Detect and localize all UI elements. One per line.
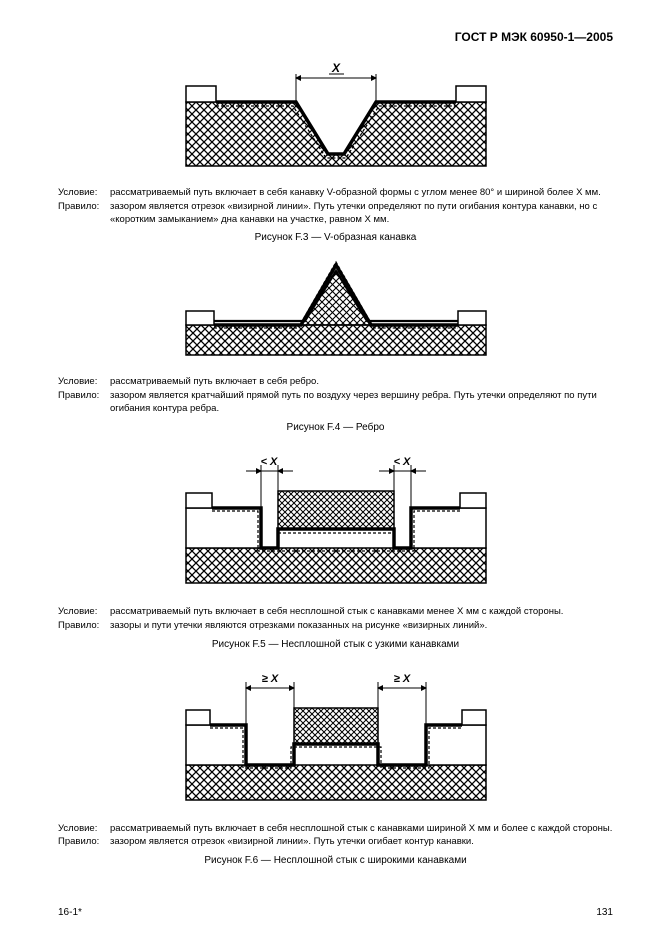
condition-label: Условие:: [58, 606, 110, 619]
fig5-condition-row: Условие: рассматриваемый путь включает в…: [58, 606, 613, 619]
fig4-condition-text: рассматриваемый путь включает в себя реб…: [110, 376, 613, 389]
doc-header: ГОСТ Р МЭК 60950-1—2005: [58, 30, 613, 44]
fig3-rule-text: зазором является отрезок «визирной линии…: [110, 201, 613, 227]
figure-f4: Условие: рассматриваемый путь включает в…: [58, 253, 613, 432]
fig3-condition-row: Условие: рассматриваемый путь включает в…: [58, 187, 613, 200]
figure-f5-svg: < X < X: [156, 443, 516, 593]
fig5-rule-row: Правило: зазоры и пути утечки являются о…: [58, 620, 613, 633]
fig4-rule-row: Правило: зазором является кратчайший пря…: [58, 390, 613, 416]
fig4-condition-row: Условие: рассматриваемый путь включает в…: [58, 376, 613, 389]
fig5-dim-right: < X: [393, 456, 410, 468]
condition-label: Условие:: [58, 376, 110, 389]
figure-f3: X Условие: рассматриваемый путь включает…: [58, 54, 613, 243]
figure-f5: < X < X Условие: рассматриваемый путь вк…: [58, 443, 613, 650]
fig6-rule-text: зазором является отрезок «визирной линии…: [110, 836, 613, 849]
rule-label: Правило:: [58, 836, 110, 849]
fig4-caption: Рисунок F.4 — Ребро: [58, 422, 613, 433]
fig5-dim-left: < X: [260, 456, 277, 468]
fig6-caption: Рисунок F.6 — Несплошной стык с широкими…: [58, 855, 613, 866]
condition-label: Условие:: [58, 187, 110, 200]
fig3-condition-text: рассматриваемый путь включает в себя кан…: [110, 187, 613, 200]
rule-label: Правило:: [58, 201, 110, 227]
footer-left: 16-1*: [58, 907, 82, 918]
figure-f3-svg: X: [156, 54, 516, 174]
fig6-dim-left: ≥ X: [261, 673, 278, 685]
fig6-condition-text: рассматриваемый путь включает в себя нес…: [110, 823, 613, 836]
fig3-caption: Рисунок F.3 — V-образная канавка: [58, 232, 613, 243]
condition-label: Условие:: [58, 823, 110, 836]
fig5-caption: Рисунок F.5 — Несплошной стык с узкими к…: [58, 639, 613, 650]
fig5-rule-text: зазоры и пути утечки являются отрезками …: [110, 620, 613, 633]
fig6-rule-row: Правило: зазором является отрезок «визир…: [58, 836, 613, 849]
figure-f6-svg: ≥ X ≥ X: [156, 660, 516, 810]
rule-label: Правило:: [58, 390, 110, 416]
figure-f6: ≥ X ≥ X Условие: рассматриваемый путь вк…: [58, 660, 613, 867]
page-number: 131: [596, 907, 613, 918]
fig3-rule-row: Правило: зазором является отрезок «визир…: [58, 201, 613, 227]
fig4-rule-text: зазором является кратчайший прямой путь …: [110, 390, 613, 416]
fig3-dim-label: X: [330, 61, 340, 75]
fig6-dim-right: ≥ X: [393, 673, 410, 685]
fig5-condition-text: рассматриваемый путь включает в себя нес…: [110, 606, 613, 619]
fig6-condition-row: Условие: рассматриваемый путь включает в…: [58, 823, 613, 836]
figure-f4-svg: [161, 253, 511, 363]
rule-label: Правило:: [58, 620, 110, 633]
